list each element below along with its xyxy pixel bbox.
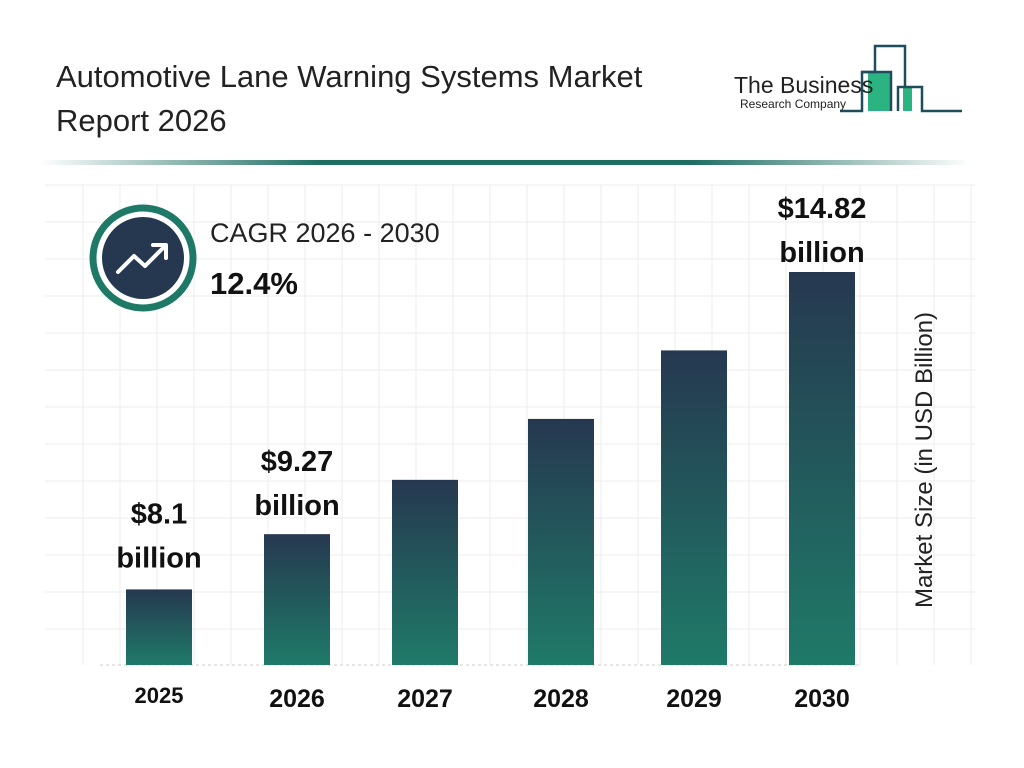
cagr-badge (89, 204, 197, 312)
x-tick-label: 2029 (666, 685, 722, 713)
header-divider (40, 160, 970, 165)
trending-up-icon (116, 243, 168, 274)
x-tick-label: 2026 (269, 685, 325, 713)
data-label: $14.82 (778, 193, 867, 225)
y-axis-label: Market Size (in USD Billion) (911, 311, 938, 609)
data-label: billion (116, 542, 201, 574)
bar-2030 (789, 272, 855, 665)
data-label: $9.27 (261, 446, 334, 478)
logo-buildings-icon (840, 44, 962, 113)
cagr-label: CAGR 2026 - 2030 (210, 218, 440, 248)
logo-text-line1: The Business (734, 72, 874, 98)
bar-2029 (661, 350, 727, 665)
bar-2025 (126, 589, 192, 665)
x-tick-label: 2030 (794, 685, 850, 713)
data-label: billion (779, 237, 864, 269)
data-label: $8.1 (131, 498, 187, 530)
data-label: billion (254, 490, 339, 522)
bar-2026 (264, 534, 330, 665)
bar-2028 (528, 418, 594, 665)
bar-2027 (392, 479, 458, 665)
x-tick-label: 2025 (135, 683, 184, 708)
chart-title: Automotive Lane Warning Systems Market R… (56, 59, 643, 138)
logo-text-line2: Research Company (740, 97, 847, 111)
cagr-value: 12.4% (210, 266, 298, 301)
company-logo: The Business Research Company (730, 42, 970, 122)
x-tick-label: 2028 (533, 685, 589, 713)
x-tick-label: 2027 (397, 685, 453, 713)
